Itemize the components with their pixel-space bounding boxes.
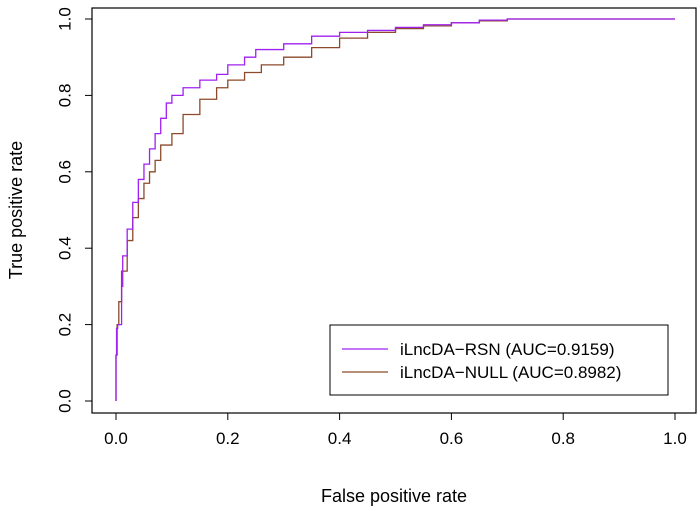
y-tick-label: 0.8	[55, 84, 74, 108]
y-tick-label: 0.0	[55, 389, 74, 413]
x-axis-title: False positive rate	[321, 486, 467, 506]
x-tick-label: 0.2	[216, 429, 240, 448]
legend-box	[329, 324, 669, 396]
y-axis-title: True positive rate	[6, 141, 26, 279]
x-tick-label: 0.4	[328, 429, 352, 448]
x-tick-label: 1.0	[663, 429, 687, 448]
x-tick-label: 0.0	[104, 429, 128, 448]
legend-label-null: iLncDA−NULL (AUC=0.8982)	[400, 363, 621, 382]
x-tick-label: 0.8	[551, 429, 575, 448]
axes: 0.0 0.2 0.4 0.6 0.8 1.0 0.0 0.2 0.4 0.6 0.8 1.0	[55, 7, 686, 448]
x-tick-label: 0.6	[440, 429, 464, 448]
legend: iLncDA−RSN (AUC=0.9159) iLncDA−NULL (AUC…	[329, 324, 669, 396]
legend-label-rsn: iLncDA−RSN (AUC=0.9159)	[400, 340, 614, 359]
series-layer	[115, 18, 675, 401]
y-tick-label: 0.6	[55, 160, 74, 184]
y-tick-label: 1.0	[55, 7, 74, 31]
y-tick-label: 0.2	[55, 313, 74, 337]
y-tick-label: 0.4	[55, 236, 74, 260]
series-line-ilncda-rsn	[115, 18, 675, 401]
series-line-ilncda-null	[115, 18, 675, 401]
